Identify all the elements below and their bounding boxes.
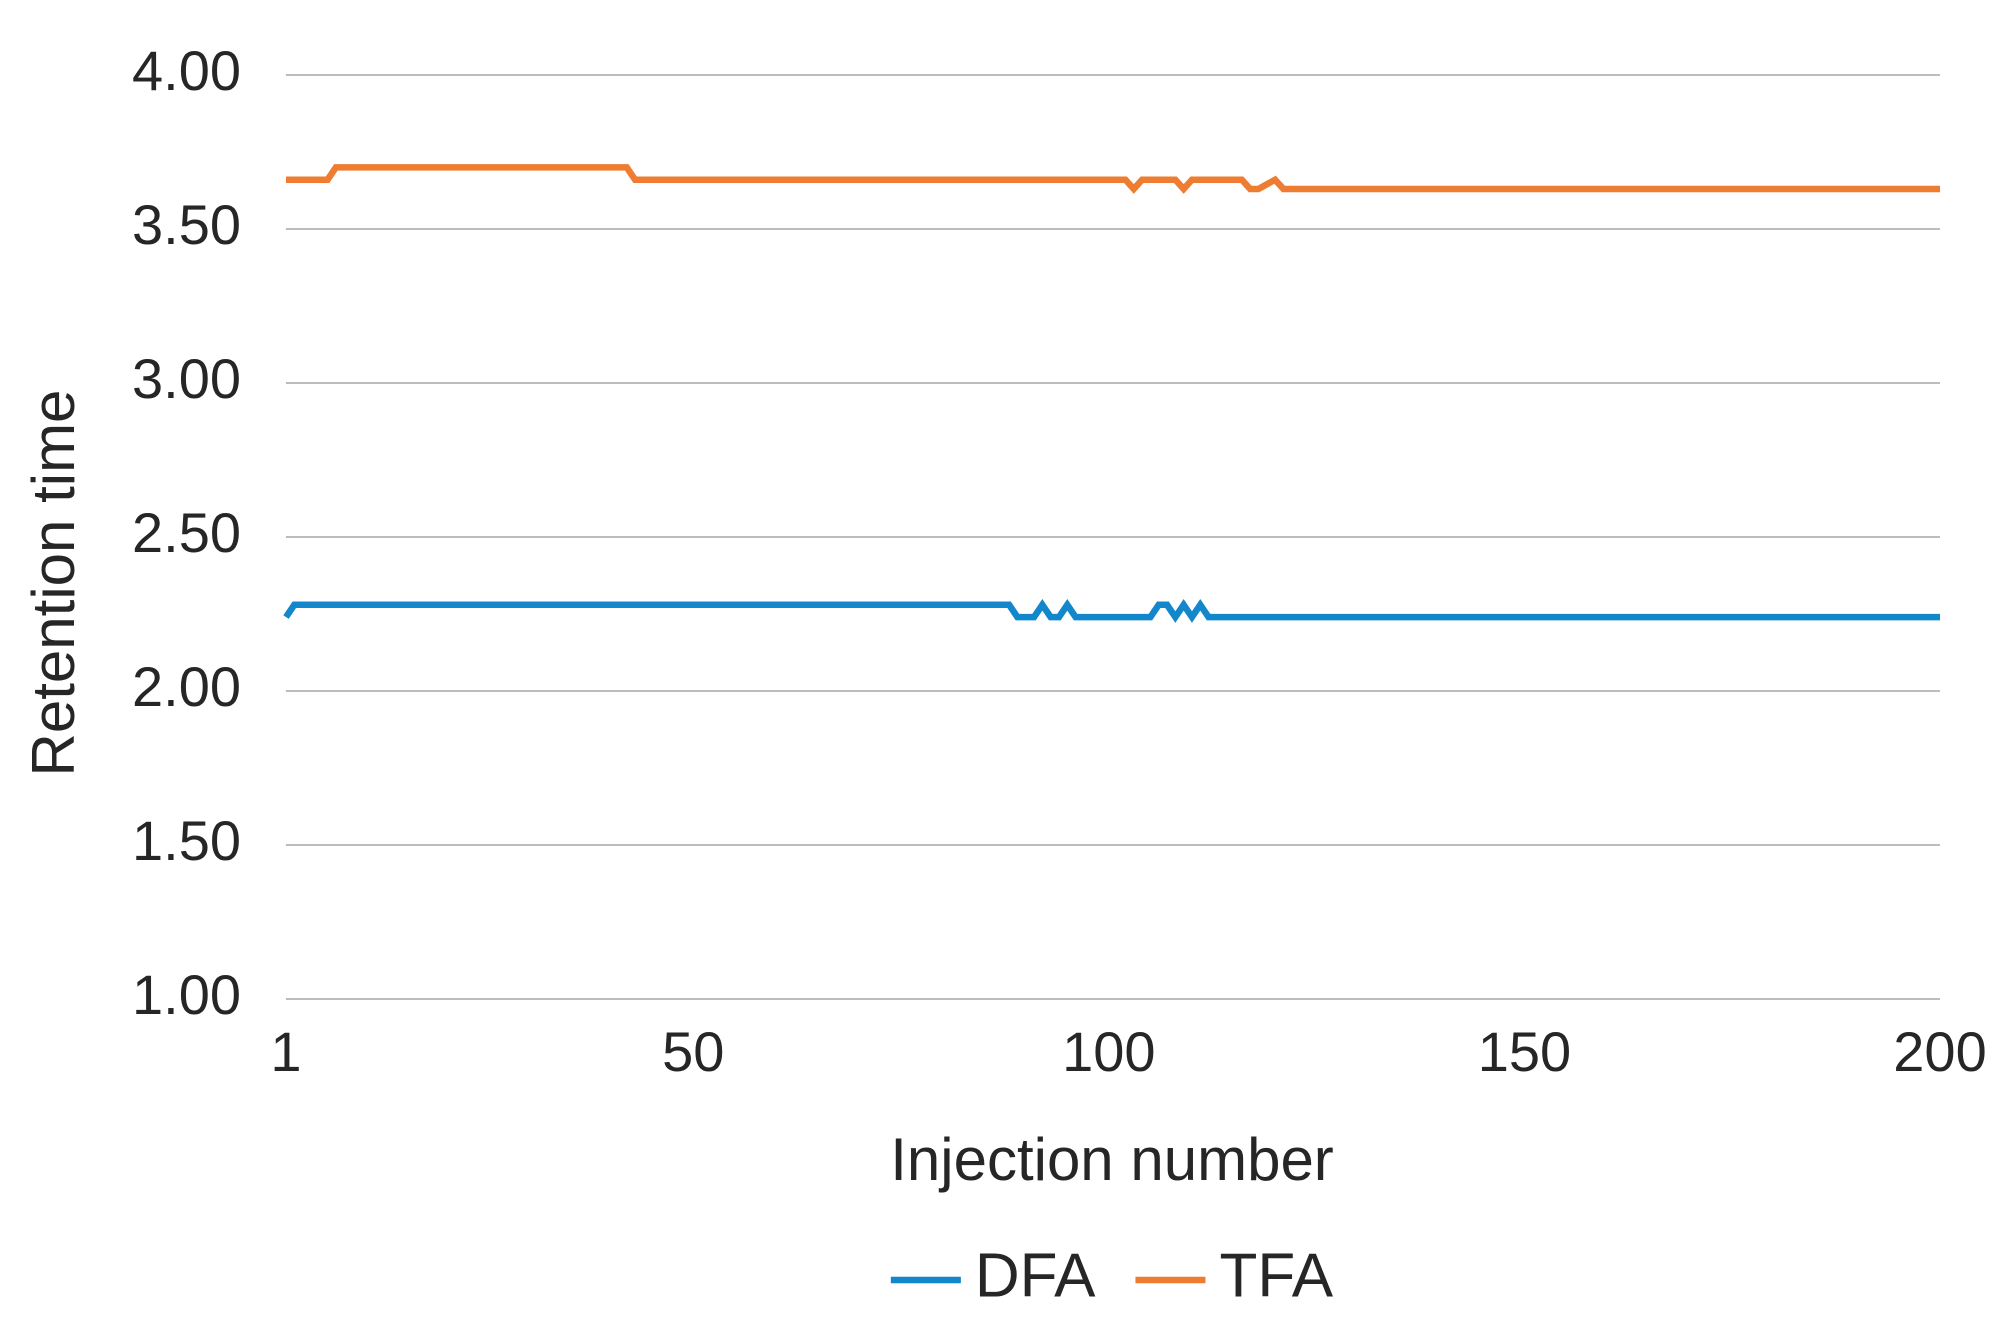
data-line — [286, 164, 1940, 194]
legend-label: DFA — [975, 1241, 1096, 1310]
x-axis-title: Injection number — [890, 1126, 1334, 1193]
y-tick-label: 3.00 — [132, 347, 241, 410]
data-line — [283, 598, 1940, 623]
legend-label: TFA — [1219, 1241, 1333, 1310]
x-tick-label: 100 — [1062, 1020, 1155, 1083]
x-tick-label: 1 — [270, 1020, 301, 1083]
y-tick-label: 1.50 — [132, 809, 241, 872]
y-tick-label: 3.50 — [132, 193, 241, 256]
x-tick-label: 200 — [1893, 1020, 1986, 1083]
y-tick-label: 4.00 — [132, 39, 241, 102]
y-tick-label: 1.00 — [132, 963, 241, 1026]
x-tick-label: 50 — [662, 1020, 724, 1083]
y-axis-title: Retention time — [20, 390, 87, 777]
y-tick-label: 2.50 — [132, 501, 241, 564]
x-tick-label: 150 — [1478, 1020, 1571, 1083]
y-tick-label: 2.00 — [132, 655, 241, 718]
